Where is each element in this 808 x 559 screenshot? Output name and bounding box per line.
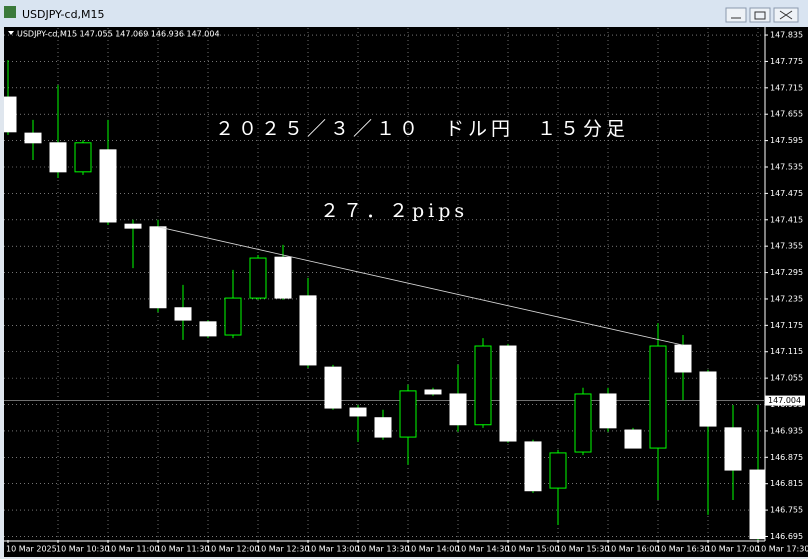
y-tick-label: 147.655 [770,110,803,119]
y-tick-label: 147.595 [770,136,803,145]
y-tick-label: 146.755 [770,506,803,515]
bull-body [74,142,92,173]
y-tick-label: 147.295 [770,268,803,277]
bear-body [374,417,392,438]
restore-button[interactable] [749,7,771,23]
plot-area [4,28,765,540]
bid-label-bg [765,395,805,406]
bear-body [624,429,642,449]
bear-body [274,256,292,299]
bear-body [24,132,42,144]
y-tick-label: 147.175 [770,321,803,330]
bear-body [724,427,742,471]
y-tick-label: 147.535 [770,162,803,171]
bull-body [249,257,267,299]
y-tick-label: 147.835 [770,31,803,40]
x-tick-label: 10 Mar 15:00 [506,545,559,554]
bear-body [4,96,17,133]
bear-body [524,441,542,492]
y-tick-label: 146.815 [770,479,803,488]
bear-body [299,295,317,366]
menu-arrow [8,31,14,35]
bear-body [149,226,167,309]
title-bar [0,0,808,27]
x-tick-label: 10 Mar 2025 [6,545,57,554]
bear-body [424,389,442,395]
bear-body [699,371,717,427]
x-tick-label: 10 Mar 12:00 [206,545,259,554]
y-tick-label: 146.695 [770,532,803,541]
bear-body [124,223,142,229]
window-title: USDJPY-cd,M15 [22,8,105,21]
bull-body [399,390,417,438]
y-tick-label: 147.715 [770,83,803,92]
y-tick-label: 146.875 [770,453,803,462]
x-tick-label: 10 Mar 11:30 [156,545,209,554]
bull-body [549,452,567,489]
y-tick-label: 147.775 [770,57,803,66]
chart-background [4,27,808,557]
y-tick-label: 147.415 [770,215,803,224]
bear-body [174,307,192,321]
bear-body [449,393,467,426]
bull-body [574,393,592,453]
bear-body [49,142,67,173]
chart-header: USDJPY-cd,M15 147.055 147.069 146.936 14… [17,30,220,39]
y-tick-label: 147.475 [770,189,803,198]
button-icons [731,10,793,20]
bear-body [99,149,117,223]
x-tick-label: 10 Mar 17:00 [706,545,759,554]
bear-body [674,344,692,373]
bull-body [224,297,242,336]
x-tick-label: 10 Mar 10:30 [56,545,109,554]
x-tick-label: 10 Mar 14:00 [406,545,459,554]
bear-body [199,321,217,337]
y-tick-label: 147.355 [770,242,803,251]
x-tick-label: 10 Mar 11:00 [106,545,159,554]
x-tick-label: 10 Mar 12:30 [256,545,309,554]
x-tick-label: 10 Mar 13:30 [356,545,409,554]
trendline [157,226,684,346]
x-tick-label: 10 Mar 16:30 [656,545,709,554]
bear-body [499,345,517,442]
x-tick-label: 10 Mar 16:00 [606,545,659,554]
bear-body [599,393,617,429]
x-tick-label: 10 Mar 14:30 [456,545,509,554]
x-tick-label: 10 Mar 17:30 [756,545,808,554]
bull-body [649,345,667,449]
y-tick-label: 147.115 [770,347,803,356]
x-tick-label: 10 Mar 13:00 [306,545,359,554]
x-tick-label: 10 Mar 15:30 [556,545,609,554]
y-tick-label: 147.055 [770,374,803,383]
bear-body [749,469,765,540]
annotation-title: ２０２５／３／１０ ドル円 １５分足 [215,118,629,140]
minimize-button[interactable] [725,7,747,23]
bear-body [324,366,342,409]
bull-body [474,345,492,426]
annotation-pips: ２７．２pips [320,200,468,222]
y-tick-label: 147.235 [770,294,803,303]
app-icon [4,6,16,18]
bid-label: 147.004 [768,396,801,405]
bear-body [349,407,367,417]
y-tick-label: 146.935 [770,426,803,435]
